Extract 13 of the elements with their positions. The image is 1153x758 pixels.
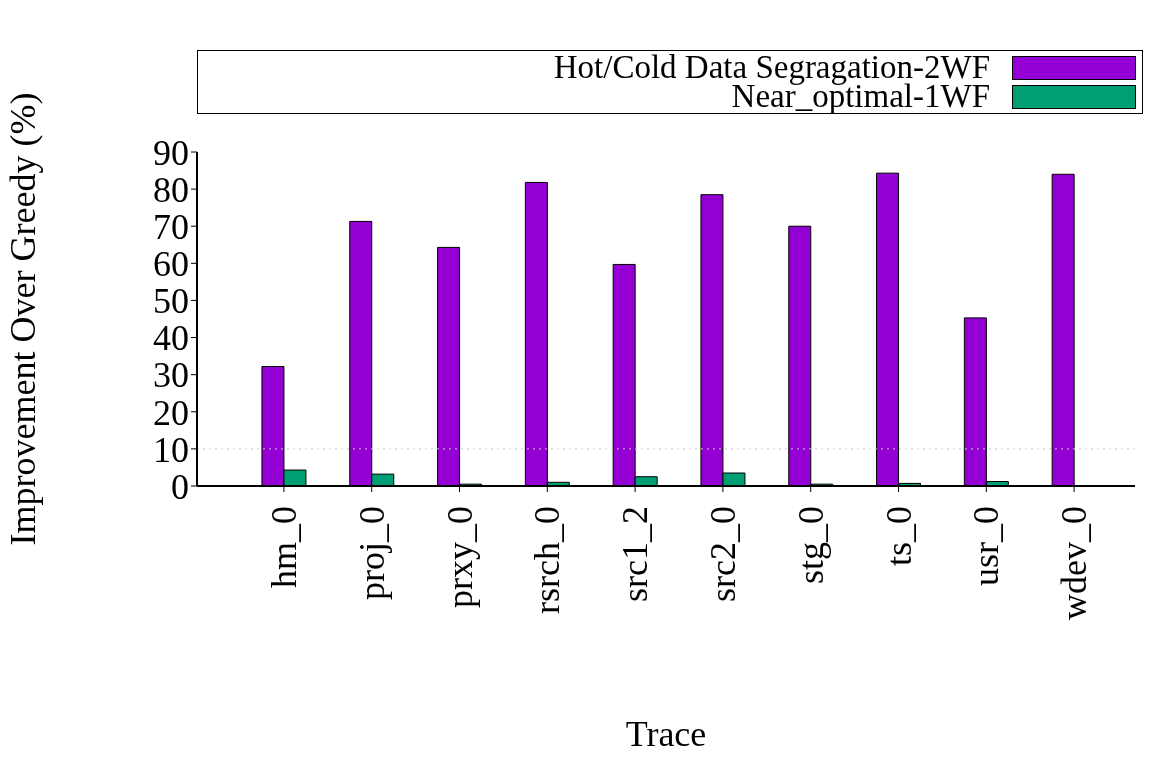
- x-axis-title: Trace: [625, 714, 707, 754]
- y-axis-title: Improvement Over Greedy (%): [2, 92, 43, 546]
- x-tick-label: ts_0: [878, 506, 919, 567]
- x-tick-label: proj_0: [351, 506, 392, 600]
- x-tick-label: rsrch_0: [527, 506, 568, 614]
- x-tick-label: hm_0: [263, 506, 304, 589]
- x-tick-label: prxy_0: [439, 506, 480, 608]
- x-tick-label: src1_2: [615, 506, 656, 602]
- x-tick-label: usr_0: [966, 506, 1007, 586]
- x-tick-label: wdev_0: [1054, 506, 1095, 620]
- x-tick-label: stg_0: [790, 506, 831, 585]
- y-tick-label: 70: [153, 207, 189, 247]
- x-tick-label: src2_0: [702, 506, 743, 602]
